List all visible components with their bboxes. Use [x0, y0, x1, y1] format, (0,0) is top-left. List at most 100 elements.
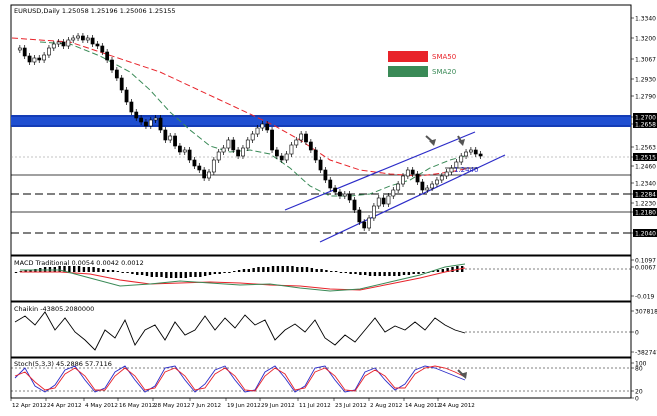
candle: [114, 69, 119, 79]
candle: [110, 59, 114, 71]
macd-bar: [412, 272, 415, 274]
scale-label: 0.1097: [635, 258, 656, 265]
macd-bar: [145, 272, 149, 276]
time-label: 14 Aug 2012: [405, 403, 441, 409]
candle: [410, 169, 415, 175]
time-label: 4 May 2012: [85, 403, 118, 409]
legend-swatch-sma20: [388, 66, 428, 77]
scale-label: -0.019: [635, 294, 655, 301]
macd-bar: [286, 266, 289, 272]
macd-bar: [252, 268, 255, 272]
macd-panel[interactable]: MACD Traditional 0.0054 0.0042 0.0012: [10, 255, 632, 302]
macd-bar: [320, 269, 323, 272]
candle: [202, 169, 207, 179]
candle: [207, 171, 211, 179]
macd-bar: [296, 267, 299, 272]
stoch-panel-title: Stoch(5,3,3) 45.2886 57.7116: [14, 360, 112, 368]
candle: [182, 149, 187, 153]
time-axis: 12 Apr 2012 24 Apr 2012 4 May 2012 16 May 2…: [10, 398, 475, 409]
candle: [178, 145, 182, 153]
candle: [333, 187, 338, 193]
legend-label-sma20: SMA20: [432, 68, 456, 76]
legend-label-sma50: SMA50: [432, 53, 456, 61]
macd-bar: [189, 272, 192, 277]
candle: [250, 133, 255, 141]
macd-bar: [334, 271, 338, 272]
macd-bar: [456, 266, 459, 272]
candle: [226, 139, 231, 149]
macd-bar: [431, 271, 435, 272]
macd-bar: [184, 272, 187, 278]
candle: [371, 205, 376, 219]
price-label: 1.2340: [635, 181, 656, 188]
candle: [37, 57, 42, 61]
candle: [168, 135, 173, 141]
candle: [76, 35, 80, 39]
macd-bar: [422, 272, 425, 273]
candle: [153, 117, 158, 121]
candle: [304, 133, 308, 143]
candle: [294, 139, 299, 146]
macd-bar: [349, 272, 352, 274]
main-price-panel[interactable]: EURUSD,Daily 1.25058 1.25196 1.25006 1.2…: [10, 4, 632, 256]
macd-bar: [388, 272, 391, 276]
macd-bar: [359, 272, 362, 275]
candle: [187, 149, 192, 161]
candle: [231, 139, 236, 151]
resistance-band: [11, 115, 631, 127]
candle: [430, 183, 435, 189]
candle: [376, 197, 381, 207]
macd-bar: [121, 272, 124, 273]
candle: [478, 153, 483, 157]
chaikin-panel[interactable]: Chaikin -43805.2080000: [10, 301, 632, 358]
macd-bar: [310, 268, 314, 272]
macd-bar: [14, 272, 18, 273]
macd-bar: [242, 269, 246, 272]
candle: [100, 45, 105, 53]
price-label: 1.2284: [635, 192, 656, 199]
macd-bar: [150, 272, 153, 277]
macd-bar: [102, 269, 105, 272]
macd-bar: [262, 267, 265, 272]
scale-label: 100: [635, 361, 647, 368]
price-label: 1.2460: [635, 164, 656, 171]
candle: [95, 43, 100, 47]
time-label: 11 Jul 2012: [299, 403, 331, 409]
candle: [313, 149, 318, 161]
macd-bar: [82, 267, 86, 272]
candle: [47, 47, 51, 56]
candle: [241, 147, 245, 157]
macd-bar: [223, 272, 226, 273]
macd-bar: [417, 272, 420, 274]
main-panel-title: EURUSD,Daily 1.25058 1.25196 1.25006 1.2…: [14, 7, 176, 15]
macd-bar: [97, 268, 100, 272]
level-annotation: 1.2440: [454, 166, 479, 174]
down-arrow-icon: [425, 135, 436, 146]
stochastic-panel[interactable]: Stoch(5,3,3) 45.2886 57.7116: [10, 357, 632, 399]
macd-bar: [325, 270, 328, 272]
scale-label: 20: [635, 389, 643, 396]
price-label: 1.3067: [635, 57, 656, 64]
macd-bar: [354, 272, 357, 274]
candle: [468, 149, 473, 153]
chaikin-panel-title: Chaikin -43805.2080000: [14, 305, 94, 313]
candle: [260, 123, 265, 129]
candle: [163, 129, 168, 141]
candle: [211, 159, 216, 173]
macd-panel-title: MACD Traditional 0.0054 0.0042 0.0012: [14, 259, 144, 267]
candle: [42, 54, 47, 61]
candle: [444, 171, 449, 177]
macd-bar: [300, 267, 304, 272]
macd-bar: [63, 266, 66, 272]
candle: [459, 155, 464, 163]
macd-bar: [136, 272, 139, 275]
macd-bar: [194, 272, 197, 277]
candle: [284, 153, 289, 161]
sma50-line: [11, 37, 471, 177]
stoch-main-line: [14, 365, 466, 393]
candle: [299, 133, 304, 141]
macd-bar: [247, 269, 250, 272]
macd-bar: [373, 272, 377, 276]
candle: [328, 179, 333, 189]
